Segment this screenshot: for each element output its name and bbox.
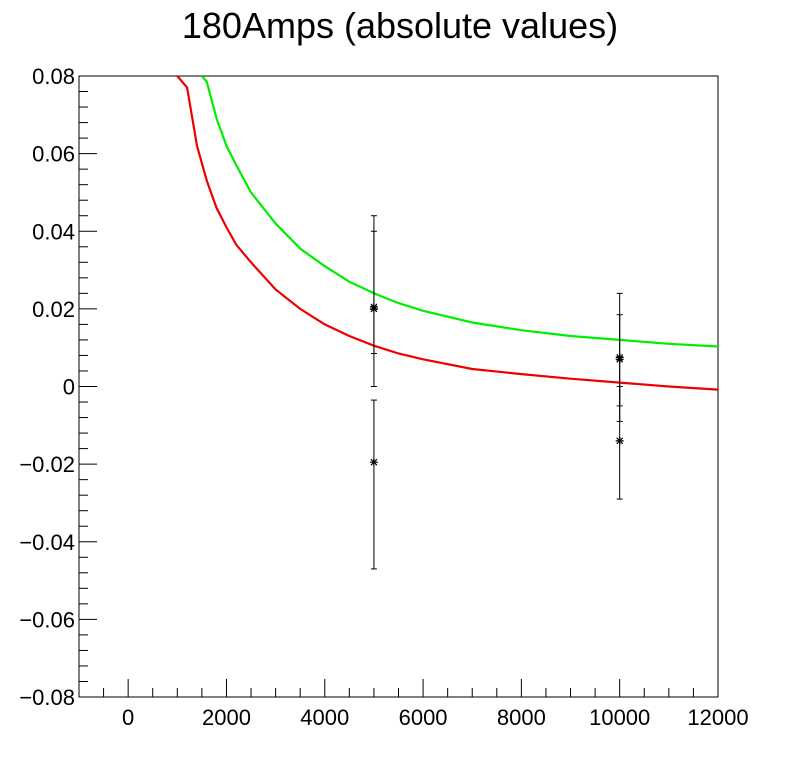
x-tick-label: 6000: [399, 705, 448, 730]
x-tick-label: 2000: [202, 705, 251, 730]
x-tick-label: 0: [122, 705, 134, 730]
data-point: [369, 304, 378, 313]
y-tick-label: 0: [63, 375, 75, 400]
y-tick-label: 0.04: [32, 219, 75, 244]
x-tick-label: 10000: [589, 705, 650, 730]
x-tick-label: 12000: [687, 705, 748, 730]
y-tick-label: 0.06: [32, 142, 75, 167]
data-point: [369, 458, 378, 467]
chart-title: 180Amps (absolute values): [182, 5, 618, 46]
y-tick-label: −0.04: [19, 530, 75, 555]
y-tick-label: 0.02: [32, 297, 75, 322]
series-line-1: [176, 76, 718, 391]
y-tick-label: −0.02: [19, 452, 75, 477]
data-point: [615, 436, 624, 445]
y-tick-label: −0.08: [19, 685, 75, 710]
series-line-0: [201, 76, 718, 348]
y-tick-label: 0.08: [32, 64, 75, 89]
x-tick-label: 4000: [300, 705, 349, 730]
y-tick-label: −0.06: [19, 607, 75, 632]
x-tick-label: 8000: [497, 705, 546, 730]
plot-area: 0 2000 4000 6000 8000 10000 12000 0.08 0.06 0.04 0…: [19, 64, 748, 730]
data-point: [615, 355, 624, 364]
